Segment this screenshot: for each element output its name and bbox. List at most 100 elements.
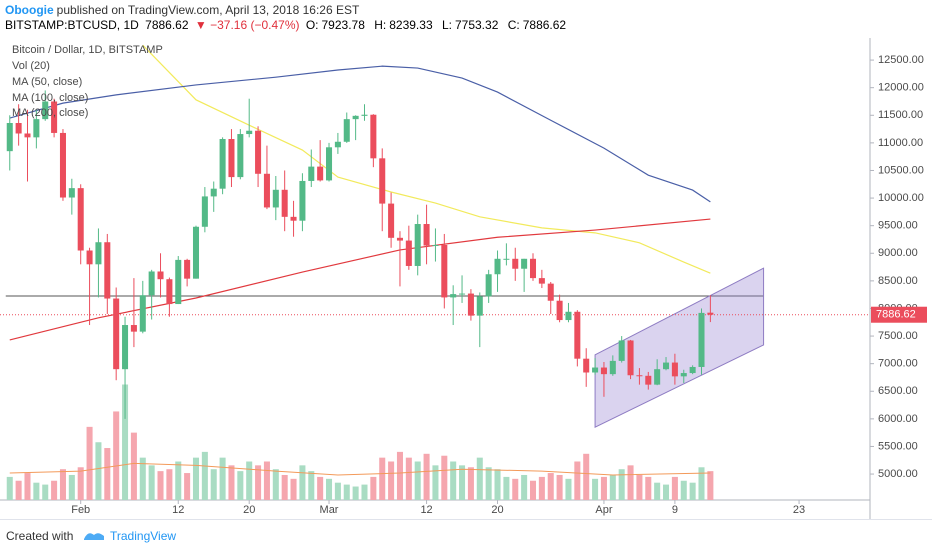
volume-bar (334, 482, 341, 500)
candle-body (130, 325, 137, 332)
candle-body (592, 367, 599, 373)
volume-bar (130, 432, 137, 500)
volume-bar (6, 476, 13, 500)
candle-body (24, 133, 31, 138)
ohlc-l: L: 7753.32 (442, 18, 501, 32)
volume-bar (432, 465, 439, 500)
volume-bar (317, 476, 324, 500)
candle-body (698, 312, 705, 367)
header: Oboogie published on TradingView.com, Apr… (0, 0, 932, 36)
candle-body (192, 226, 200, 279)
volume-bar (113, 411, 120, 500)
y-tick-label: 6000.00 (878, 413, 918, 425)
candle-body (680, 373, 687, 377)
candle-body (139, 295, 146, 332)
candle-body (272, 189, 279, 208)
x-tick-label: Mar (320, 504, 339, 516)
x-tick-label: Apr (595, 504, 612, 516)
chart-title: Bitcoin / Dollar, 1D, BITSTAMP (12, 44, 163, 56)
label: O: (305, 18, 319, 32)
candle-body (246, 130, 253, 135)
volume-bar (441, 455, 448, 500)
volume-bar (565, 478, 572, 500)
candle-body (210, 188, 217, 197)
change: ▼ −37.16 (−0.47%) (194, 18, 300, 32)
candle-body (707, 312, 714, 315)
volume-bar (609, 474, 616, 500)
created-with: Created with (6, 529, 74, 543)
y-tick-label: 5000.00 (878, 468, 918, 480)
volume-bar (219, 457, 226, 500)
candle-body (423, 224, 430, 246)
volume-ma (9, 462, 711, 476)
volume-bar (636, 474, 643, 500)
volume-bar (627, 465, 634, 500)
candle-body (157, 271, 164, 280)
volume-bar (290, 478, 297, 500)
candle-body (600, 367, 607, 375)
published: published on TradingView.com, April 13, … (56, 3, 360, 17)
candle-body (263, 173, 270, 208)
candle-body (104, 242, 111, 299)
volume-bar (263, 461, 270, 500)
volume-bar (299, 465, 306, 500)
candle-body (547, 283, 554, 301)
candle-body (42, 101, 49, 120)
candle-body (538, 278, 545, 284)
volume-bar (494, 469, 501, 500)
volume-bar (77, 467, 84, 500)
legend-entry: MA (200, close) (12, 107, 88, 119)
value: 8239.33 (389, 18, 433, 32)
volume-bar (485, 467, 492, 500)
candle-body (583, 358, 590, 373)
candle-body (414, 224, 421, 266)
volume-bar (343, 484, 350, 500)
candle-body (343, 119, 350, 142)
volume-bar (618, 469, 625, 500)
x-tick-label: 23 (793, 504, 805, 516)
candle-body (441, 244, 448, 298)
volume-bar (529, 480, 537, 500)
volume-bar (689, 482, 696, 500)
legend-entry: Vol (20) (12, 60, 50, 72)
volume-bar (68, 474, 75, 500)
volume-bar (228, 465, 235, 500)
candle-body (59, 132, 66, 198)
volume-bar (450, 461, 457, 500)
volume-bar (574, 461, 581, 500)
volume-bar (671, 476, 678, 500)
candle-body (645, 375, 652, 385)
candle-body (636, 375, 643, 377)
volume-bar (423, 453, 430, 500)
candle-body (308, 166, 315, 181)
candle-body (432, 244, 439, 246)
volume-bar (361, 484, 368, 500)
candle-body (86, 250, 93, 265)
volume-bar (246, 461, 253, 500)
label: L: (441, 18, 452, 32)
volume-bar (184, 473, 191, 500)
symbol: BITSTAMP:BTCUSD, 1D (5, 18, 139, 32)
candle-body (219, 139, 226, 189)
value: 7886.62 (522, 18, 567, 32)
last-price-box (871, 306, 927, 323)
brand[interactable]: TradingView (110, 529, 177, 543)
x-tick-label: 12 (420, 504, 432, 516)
candle-body (166, 279, 173, 305)
candle-body (405, 240, 412, 266)
candle-body (485, 274, 492, 297)
publish-line: Oboogie published on TradingView.com, Apr… (5, 3, 362, 17)
logo (84, 533, 104, 540)
volume-bar (547, 473, 554, 500)
y-tick-label: 7000.00 (878, 358, 918, 370)
candle-body (459, 293, 466, 295)
y-tick-label: 11500.00 (878, 109, 923, 121)
volume-bar (467, 467, 474, 500)
volume-bar (680, 480, 687, 500)
candle-body (379, 158, 386, 204)
candle-body (228, 139, 235, 178)
volume-bar (512, 478, 519, 500)
volume-bar (201, 451, 208, 500)
volume-bar (24, 473, 31, 500)
candle-body (33, 119, 40, 138)
